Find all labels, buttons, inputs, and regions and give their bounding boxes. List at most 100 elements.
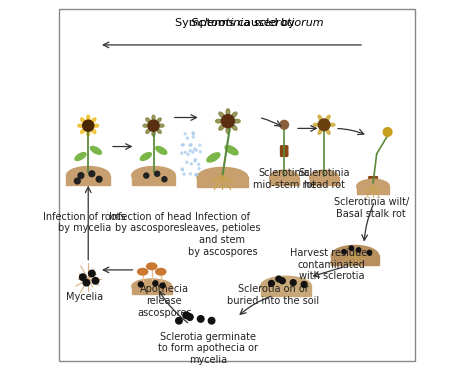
Ellipse shape <box>158 124 164 127</box>
Circle shape <box>189 173 191 175</box>
Circle shape <box>383 128 392 137</box>
Circle shape <box>276 276 282 282</box>
Ellipse shape <box>87 115 90 121</box>
Ellipse shape <box>157 129 161 134</box>
FancyBboxPatch shape <box>331 256 379 265</box>
Circle shape <box>187 153 189 156</box>
Text: Sclerotinia wilt/
Basal stalk rot: Sclerotinia wilt/ Basal stalk rot <box>334 197 409 219</box>
Ellipse shape <box>140 153 151 160</box>
Circle shape <box>194 160 196 162</box>
Text: Sclerotinia
head rot: Sclerotinia head rot <box>298 168 350 190</box>
Ellipse shape <box>87 131 90 136</box>
Text: Sclerotinia
mid-stem rot: Sclerotinia mid-stem rot <box>253 168 316 190</box>
FancyBboxPatch shape <box>310 178 338 185</box>
Ellipse shape <box>152 131 155 136</box>
Circle shape <box>160 283 165 288</box>
Circle shape <box>192 151 194 153</box>
Ellipse shape <box>81 129 85 134</box>
Ellipse shape <box>132 279 172 294</box>
Circle shape <box>186 137 188 139</box>
FancyBboxPatch shape <box>132 286 172 294</box>
Circle shape <box>280 120 289 129</box>
Circle shape <box>190 144 192 146</box>
Ellipse shape <box>310 170 338 185</box>
Ellipse shape <box>66 166 110 185</box>
Circle shape <box>181 152 183 154</box>
Ellipse shape <box>146 263 157 270</box>
Ellipse shape <box>270 170 299 185</box>
Ellipse shape <box>156 269 166 275</box>
Ellipse shape <box>207 153 220 162</box>
Ellipse shape <box>137 269 148 275</box>
FancyBboxPatch shape <box>357 186 390 194</box>
Text: Infection of head
by ascospores: Infection of head by ascospores <box>109 212 191 233</box>
Ellipse shape <box>232 112 237 117</box>
Ellipse shape <box>313 123 319 126</box>
Circle shape <box>144 173 149 178</box>
Circle shape <box>195 173 197 176</box>
Text: Symptoms caused by: Symptoms caused by <box>175 18 299 28</box>
Circle shape <box>138 282 143 287</box>
Circle shape <box>96 176 102 182</box>
Circle shape <box>82 120 94 131</box>
Circle shape <box>183 173 185 175</box>
Ellipse shape <box>216 119 222 123</box>
Circle shape <box>194 159 197 161</box>
Text: Sclerotinia sclerotiorum: Sclerotinia sclerotiorum <box>191 18 324 28</box>
Circle shape <box>186 161 188 163</box>
Ellipse shape <box>78 124 83 127</box>
Ellipse shape <box>132 166 175 185</box>
Circle shape <box>200 151 201 153</box>
Circle shape <box>349 246 354 250</box>
Circle shape <box>196 173 198 176</box>
Circle shape <box>183 312 190 319</box>
Ellipse shape <box>75 153 86 160</box>
Circle shape <box>192 132 194 134</box>
Circle shape <box>199 144 201 146</box>
Circle shape <box>148 120 159 131</box>
Ellipse shape <box>326 129 330 134</box>
FancyBboxPatch shape <box>66 176 110 185</box>
Circle shape <box>291 280 296 285</box>
Text: Sclerotia germinate
to form apothecia or
mycelia: Sclerotia germinate to form apothecia or… <box>158 332 258 365</box>
Text: Apothecia
release
ascospores: Apothecia release ascospores <box>137 285 191 318</box>
Circle shape <box>187 314 193 320</box>
FancyBboxPatch shape <box>132 176 175 185</box>
Circle shape <box>184 133 186 135</box>
Ellipse shape <box>146 129 150 134</box>
Circle shape <box>153 281 158 286</box>
Circle shape <box>184 151 186 154</box>
Ellipse shape <box>331 245 379 265</box>
Ellipse shape <box>226 109 230 115</box>
FancyBboxPatch shape <box>197 178 248 187</box>
Ellipse shape <box>93 124 99 127</box>
Circle shape <box>192 136 194 138</box>
Ellipse shape <box>91 118 96 122</box>
Circle shape <box>181 168 183 170</box>
Ellipse shape <box>91 129 96 134</box>
Circle shape <box>162 177 167 182</box>
Circle shape <box>78 173 84 178</box>
Circle shape <box>198 163 200 165</box>
Circle shape <box>221 115 235 128</box>
Circle shape <box>269 280 274 286</box>
Circle shape <box>89 270 95 277</box>
Ellipse shape <box>81 118 85 122</box>
Circle shape <box>356 248 361 252</box>
Ellipse shape <box>261 276 311 296</box>
Text: Infection of roots
by mycelia: Infection of roots by mycelia <box>43 212 126 233</box>
Ellipse shape <box>226 127 230 134</box>
Circle shape <box>74 178 80 184</box>
Ellipse shape <box>91 147 101 154</box>
Ellipse shape <box>146 118 150 122</box>
Ellipse shape <box>357 179 390 194</box>
Ellipse shape <box>225 145 238 155</box>
Circle shape <box>181 169 183 171</box>
Ellipse shape <box>156 147 167 154</box>
Circle shape <box>209 317 215 324</box>
Circle shape <box>318 119 330 131</box>
Text: Infection of
leaves, petioles
and stem
by ascospores: Infection of leaves, petioles and stem b… <box>184 212 261 257</box>
Circle shape <box>198 167 200 170</box>
Ellipse shape <box>219 112 224 117</box>
FancyBboxPatch shape <box>369 177 377 187</box>
